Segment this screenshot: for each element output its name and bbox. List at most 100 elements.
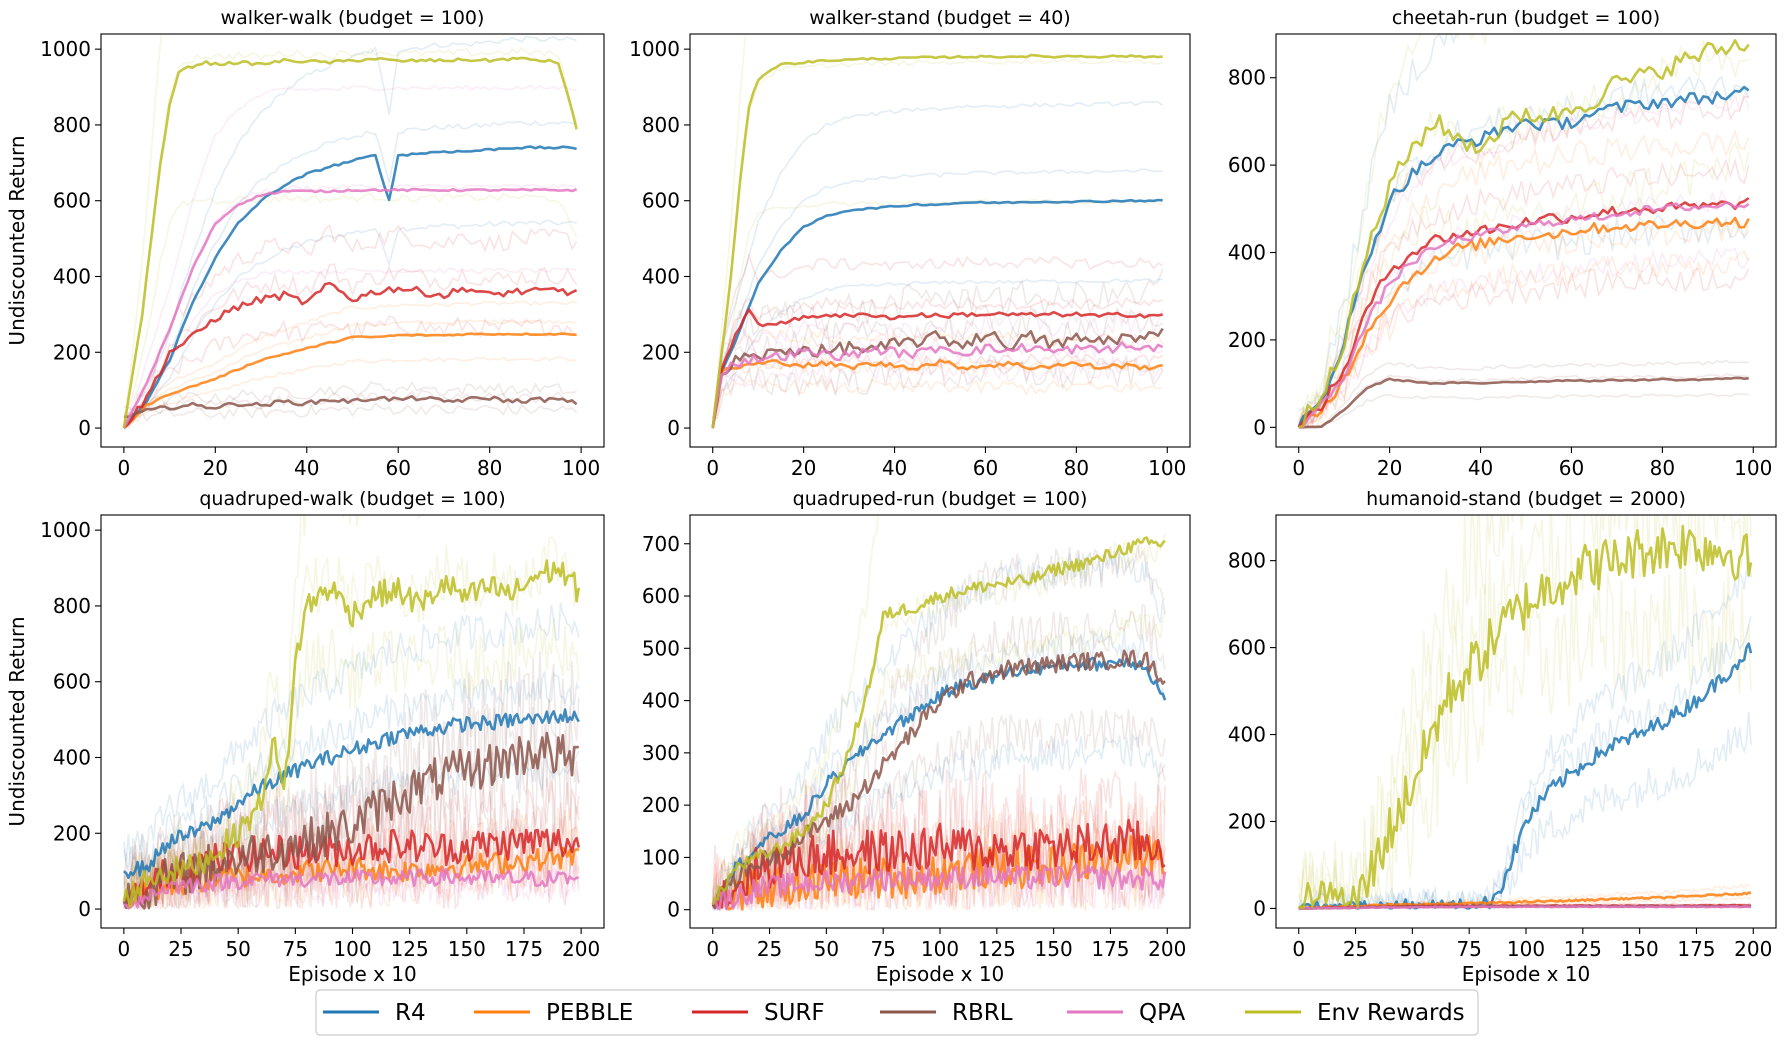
seed-trace-r4 — [712, 629, 1166, 912]
series-line-surf — [123, 281, 578, 430]
y-tick-label: 800 — [53, 113, 91, 137]
seed-trace-qpa — [1298, 246, 1750, 429]
y-tick-label: 0 — [1253, 415, 1266, 439]
y-tick-label: 0 — [1253, 896, 1266, 920]
series-line-pebble — [1298, 891, 1752, 910]
y-tick-label: 600 — [53, 670, 91, 694]
seed-trace-pebble — [711, 378, 1163, 428]
series-line-env-rewards — [1298, 39, 1750, 429]
x-tick-label: 50 — [814, 937, 839, 961]
seed-trace-env-rewards — [1297, 515, 1752, 911]
y-tick-label: 200 — [53, 340, 91, 364]
legend-item-pebble: PEBBLE — [474, 1000, 633, 1026]
y-tick-label: 400 — [1228, 723, 1266, 747]
x-tick-label: 100 — [1148, 456, 1186, 480]
x-tick-label: 175 — [1091, 937, 1129, 961]
seed-trace-surf — [123, 223, 578, 426]
seed-trace-r4 — [1298, 711, 1752, 911]
series-line-qpa — [122, 187, 578, 429]
y-tick-label: 400 — [53, 264, 91, 288]
series-line-env-rewards — [122, 559, 581, 909]
plot-area — [122, 515, 581, 912]
x-tick-label: 20 — [1377, 456, 1402, 480]
y-axis-label: Undiscounted Return — [5, 616, 29, 826]
seed-trace-env-rewards — [123, 536, 580, 910]
legend-item-surf: SURF — [692, 1000, 825, 1026]
seed-trace-env-rewards — [711, 515, 879, 907]
seed-trace-env-rewards — [1297, 34, 1487, 427]
series-line-env-rewards — [711, 53, 1163, 429]
series-line-rbrl — [711, 327, 1164, 429]
x-tick-label: 75 — [870, 937, 895, 961]
x-tick-label: 80 — [477, 456, 502, 480]
x-tick-label: 60 — [386, 456, 411, 480]
y-tick-label: 800 — [642, 113, 680, 137]
y-tick-label: 600 — [642, 584, 680, 608]
y-tick-label: 200 — [53, 821, 91, 845]
plot-area — [711, 34, 1164, 429]
series-line-qpa — [123, 867, 579, 910]
x-tick-label: 125 — [978, 937, 1016, 961]
x-tick-label: 40 — [294, 456, 319, 480]
series-line-env-rewards — [122, 56, 578, 429]
seed-trace-rbrl — [1298, 373, 1749, 428]
seed-trace-pebble — [123, 318, 577, 428]
x-tick-label: 0 — [1292, 937, 1305, 961]
seed-trace-env-rewards — [123, 47, 578, 429]
plot-area — [711, 515, 1167, 913]
y-tick-label: 400 — [642, 689, 680, 713]
y-tick-label: 1000 — [40, 37, 91, 61]
x-tick-label: 0 — [1292, 456, 1305, 480]
legend-item-r4: R4 — [323, 1000, 426, 1026]
x-tick-label: 0 — [117, 937, 130, 961]
legend-label: QPA — [1139, 1000, 1186, 1026]
y-tick-label: 800 — [53, 594, 91, 618]
x-tick-label: 0 — [706, 937, 719, 961]
y-tick-label: 600 — [53, 189, 91, 213]
x-tick-label: 175 — [505, 937, 543, 961]
series-line-surf — [711, 818, 1166, 909]
chart-title: humanoid-stand (budget = 2000) — [1366, 488, 1686, 510]
seed-trace-r4 — [711, 100, 1164, 428]
x-tick-label: 60 — [973, 456, 998, 480]
seed-trace-r4 — [123, 750, 580, 898]
x-tick-label: 150 — [1621, 937, 1659, 961]
y-tick-label: 1000 — [629, 37, 680, 61]
x-tick-label: 100 — [333, 937, 371, 961]
x-tick-label: 100 — [1507, 937, 1545, 961]
seed-trace-env-rewards — [123, 192, 578, 428]
legend-label: R4 — [395, 1000, 426, 1026]
chart-title: walker-stand (budget = 40) — [809, 7, 1070, 29]
x-tick-label: 20 — [203, 456, 228, 480]
y-tick-label: 500 — [642, 636, 680, 660]
series-line-rbrl — [711, 649, 1166, 910]
series-line-r4 — [123, 708, 580, 880]
x-tick-label: 100 — [921, 937, 959, 961]
x-tick-label: 175 — [1677, 937, 1715, 961]
x-tick-label: 60 — [1559, 456, 1584, 480]
series-line-qpa — [711, 862, 1167, 911]
x-tick-label: 125 — [391, 937, 429, 961]
y-tick-label: 600 — [1228, 153, 1266, 177]
y-tick-label: 400 — [53, 745, 91, 769]
seed-trace-rbrl — [711, 303, 1164, 418]
x-tick-label: 75 — [1456, 937, 1481, 961]
seed-trace-r4 — [123, 35, 577, 429]
seed-trace-r4 — [123, 120, 577, 428]
x-tick-label: 200 — [562, 937, 600, 961]
y-tick-label: 600 — [642, 189, 680, 213]
x-tick-label: 80 — [1064, 456, 1089, 480]
x-tick-label: 25 — [168, 937, 193, 961]
x-tick-label: 20 — [791, 456, 816, 480]
chart-panel-4: 0 25 50 75 100 125 150 175 200 0 200 400 600 800 1000 q… — [5, 488, 605, 986]
series-line-rbrl — [123, 394, 578, 419]
seed-trace-pebble — [1298, 216, 1750, 427]
chart-title: quadruped-run (budget = 100) — [793, 488, 1088, 510]
x-tick-label: 40 — [1468, 456, 1493, 480]
legend-label: RBRL — [952, 1000, 1013, 1026]
series-line-qpa — [1298, 905, 1752, 910]
x-tick-label: 25 — [757, 937, 782, 961]
seed-trace-r4 — [1298, 214, 1750, 424]
seed-trace-env-rewards — [711, 57, 1163, 427]
